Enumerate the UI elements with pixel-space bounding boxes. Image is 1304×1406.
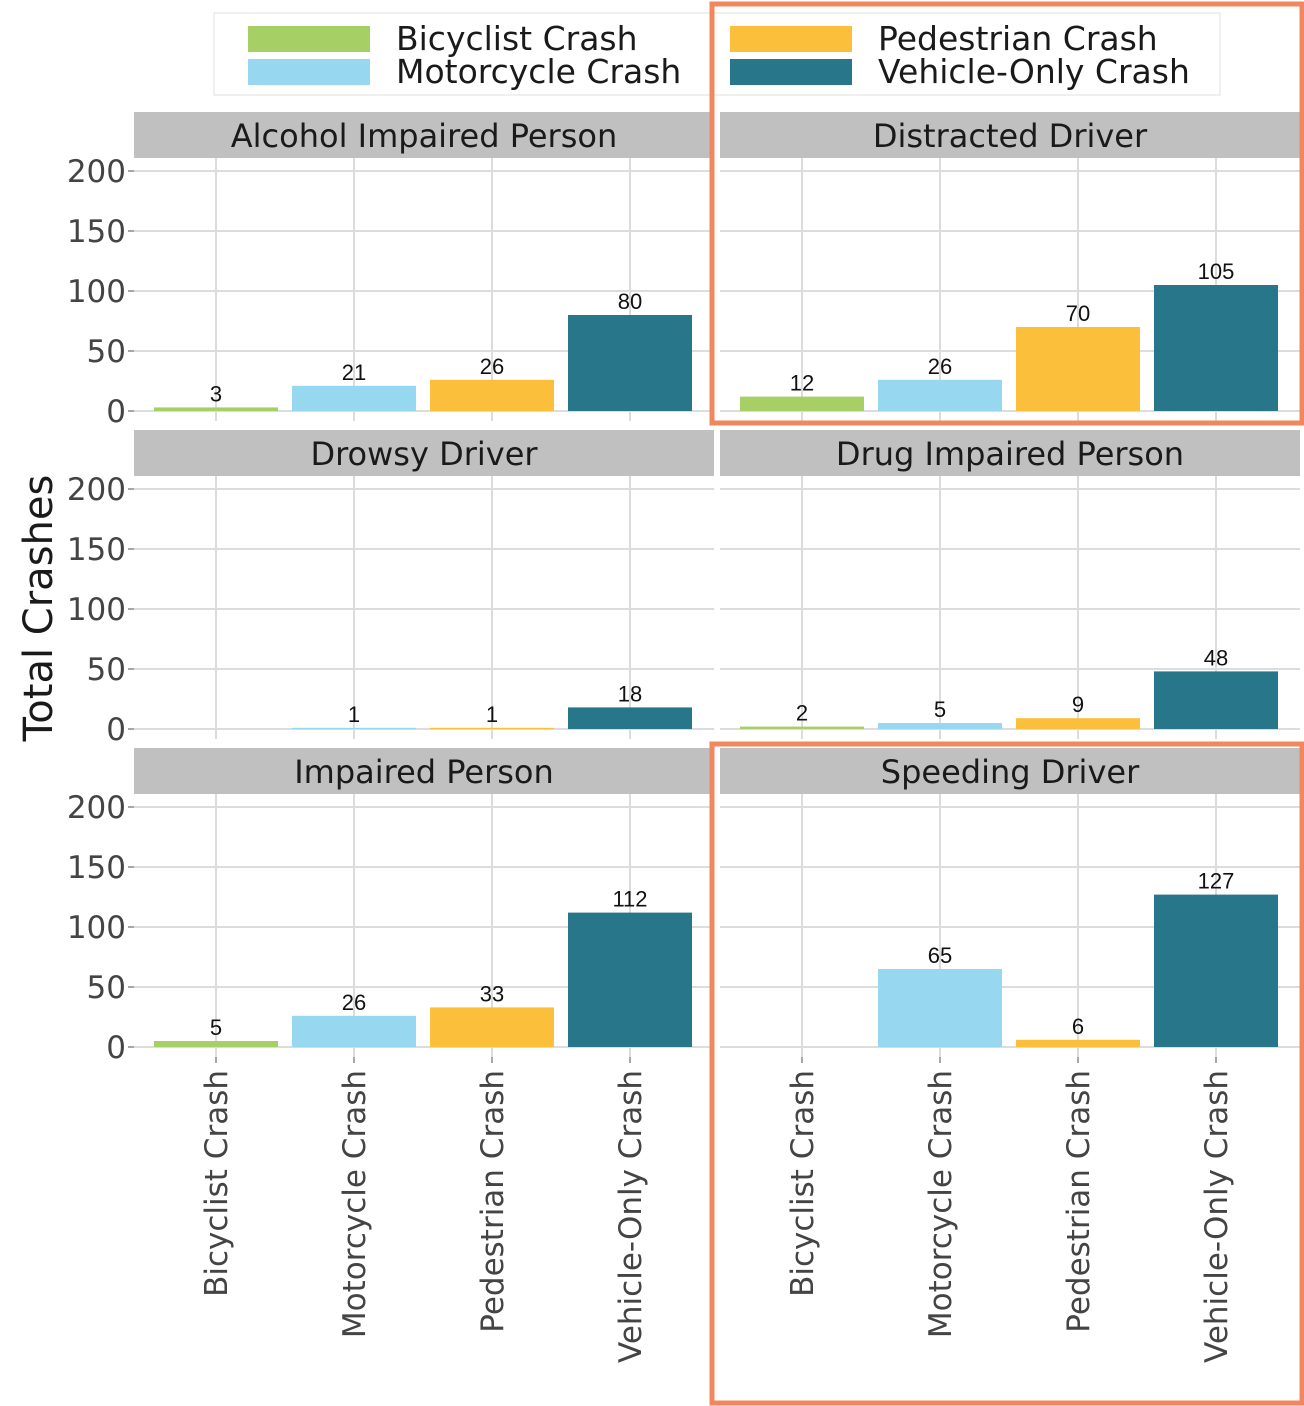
y-tick-label: 150 xyxy=(67,214,126,250)
y-tick-label: 0 xyxy=(106,712,126,748)
panel-title: Alcohol Impaired Person xyxy=(231,117,617,155)
bar xyxy=(740,396,864,411)
bar xyxy=(292,385,416,411)
y-tick-label: 50 xyxy=(87,970,126,1006)
panel-title: Drowsy Driver xyxy=(310,435,538,473)
x-tick-label: Motorcycle Crash xyxy=(923,1070,959,1338)
y-tick-label: 0 xyxy=(106,394,126,430)
y-tick-label: 200 xyxy=(67,472,126,508)
bar-value-label: 48 xyxy=(1204,645,1228,670)
y-tick-label: 100 xyxy=(67,910,126,946)
panel-strip xyxy=(134,112,714,158)
bar xyxy=(1154,285,1278,411)
bar-value-label: 26 xyxy=(342,990,366,1015)
y-tick-label: 50 xyxy=(87,334,126,370)
bar-value-label: 26 xyxy=(480,354,504,379)
legend-label: Pedestrian Crash xyxy=(878,19,1158,58)
bar-value-label: 127 xyxy=(1198,869,1235,894)
y-tick-label: 200 xyxy=(67,790,126,826)
highlight-frame xyxy=(709,741,1304,1406)
y-tick-label: 150 xyxy=(67,850,126,886)
y-tick-label: 100 xyxy=(67,592,126,628)
legend-label: Motorcycle Crash xyxy=(396,52,681,91)
bar-value-label: 5 xyxy=(210,1015,222,1040)
legend-label: Vehicle-Only Crash xyxy=(878,52,1190,91)
x-tick-label: Vehicle-Only Crash xyxy=(613,1070,649,1363)
bar xyxy=(1016,327,1140,411)
bar xyxy=(740,726,864,729)
highlight-frame xyxy=(709,1,1304,426)
legend-swatch xyxy=(248,59,370,85)
x-tick-label: Pedestrian Crash xyxy=(475,1070,511,1333)
bar xyxy=(568,315,692,411)
y-axis-title: Total Crashes xyxy=(16,475,62,743)
bar xyxy=(568,912,692,1047)
bar-value-label: 1 xyxy=(348,702,360,727)
legend-swatch xyxy=(730,59,852,85)
panel-strip xyxy=(720,112,1300,158)
bar xyxy=(430,379,554,411)
bar-value-label: 26 xyxy=(928,354,952,379)
bar-value-label: 105 xyxy=(1198,259,1235,284)
panel-strip xyxy=(134,748,714,794)
legend-swatch xyxy=(248,26,370,52)
y-tick-label: 150 xyxy=(67,532,126,568)
bar xyxy=(1154,671,1278,729)
bar xyxy=(1016,1039,1140,1047)
bar xyxy=(878,723,1002,729)
x-tick-label: Bicyclist Crash xyxy=(785,1070,821,1297)
bar-value-label: 21 xyxy=(342,360,366,385)
panel-title: Impaired Person xyxy=(294,753,554,791)
panel-title: Speeding Driver xyxy=(881,753,1140,791)
panel-strip xyxy=(720,748,1300,794)
bar xyxy=(430,1007,554,1047)
bar-value-label: 70 xyxy=(1066,301,1090,326)
bar-value-label: 80 xyxy=(618,289,642,314)
bar-value-label: 112 xyxy=(612,887,647,912)
bar-value-label: 5 xyxy=(934,697,946,722)
bar-value-label: 65 xyxy=(928,943,952,968)
bar xyxy=(154,1041,278,1047)
bar xyxy=(292,727,416,729)
bar xyxy=(878,379,1002,411)
panel-title: Drug Impaired Person xyxy=(836,435,1184,473)
bar-value-label: 33 xyxy=(480,981,504,1006)
bar xyxy=(1154,894,1278,1047)
bar-value-label: 3 xyxy=(210,381,222,406)
bar-value-label: 2 xyxy=(796,701,808,726)
panel-background xyxy=(134,476,714,739)
bar xyxy=(1016,718,1140,729)
legend-box xyxy=(213,12,1221,96)
bar xyxy=(292,1015,416,1047)
bar-value-label: 12 xyxy=(790,371,814,396)
y-tick-label: 100 xyxy=(67,274,126,310)
bar xyxy=(568,707,692,729)
y-tick-label: 200 xyxy=(67,154,126,190)
legend-swatch xyxy=(730,26,852,52)
y-tick-label: 50 xyxy=(87,652,126,688)
panel-title: Distracted Driver xyxy=(873,117,1148,155)
x-tick-label: Pedestrian Crash xyxy=(1061,1070,1097,1333)
bar-value-label: 6 xyxy=(1072,1014,1084,1039)
x-tick-label: Bicyclist Crash xyxy=(199,1070,235,1297)
bar-value-label: 1 xyxy=(486,702,498,727)
legend-label: Bicyclist Crash xyxy=(396,19,638,58)
panel-strip xyxy=(134,430,714,476)
y-tick-label: 0 xyxy=(106,1030,126,1066)
panel-strip xyxy=(720,430,1300,476)
x-tick-label: Vehicle-Only Crash xyxy=(1199,1070,1235,1363)
bar xyxy=(430,727,554,729)
x-tick-label: Motorcycle Crash xyxy=(337,1070,373,1338)
bar xyxy=(878,969,1002,1047)
bar-value-label: 18 xyxy=(618,681,642,706)
bar xyxy=(154,407,278,411)
bar-value-label: 9 xyxy=(1072,692,1084,717)
